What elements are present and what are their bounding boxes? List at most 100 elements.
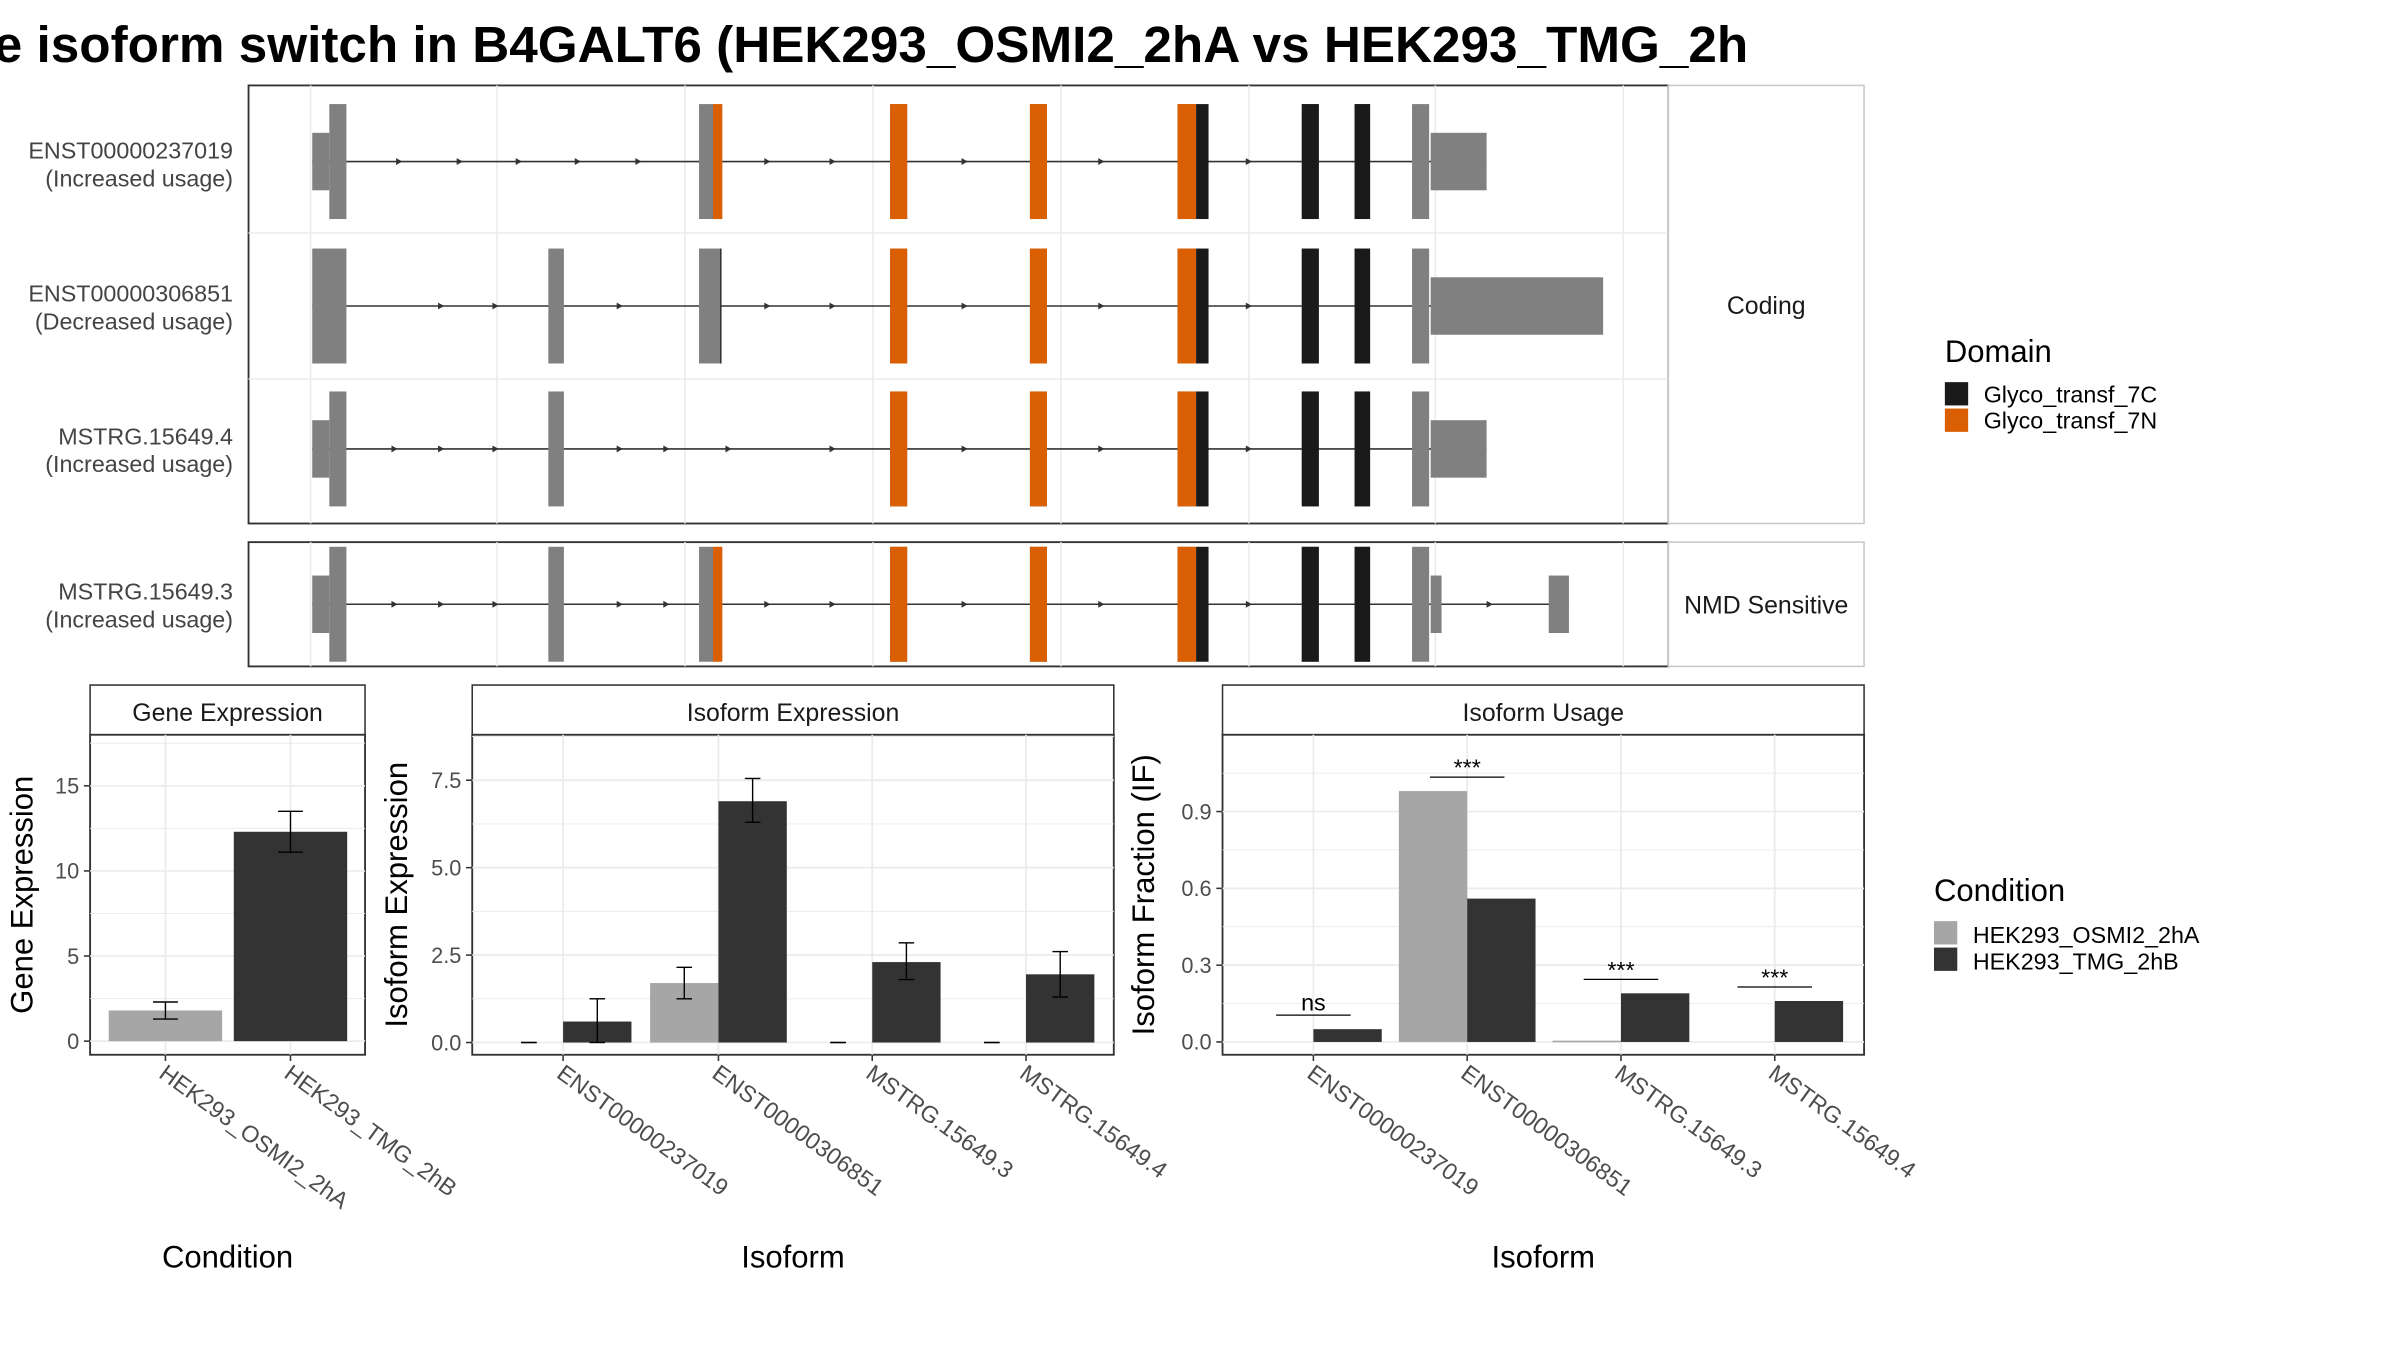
- domain-block-glyco-7c: [1301, 391, 1319, 507]
- legend-swatch-glyco-7n: [1944, 408, 1969, 432]
- transcript-usage: (Increased usage): [45, 451, 233, 477]
- direction-arrow: [438, 302, 445, 310]
- exon-block: [1412, 248, 1430, 364]
- transcript-name: ENST00000237019: [28, 137, 233, 163]
- isoform-usage-panel: Isoform Usage ns *** *** *** 0.0 0.3 0.6 0.9 E…: [1126, 684, 1921, 1275]
- domain-block-glyco-7n: [890, 248, 908, 364]
- y-tick-label: 7.5: [431, 768, 461, 793]
- domain-block-glyco-7c: [1196, 248, 1209, 364]
- direction-arrow: [1486, 600, 1493, 608]
- x-tick-label: ENST00000237019: [552, 1060, 733, 1201]
- legend-label-tmg: HEK293_TMG_2hB: [1973, 948, 2179, 974]
- direction-arrow: [616, 600, 623, 608]
- significance-label: ***: [1454, 755, 1481, 781]
- transcript-track: [312, 391, 1487, 507]
- y-axis-ticks: 0.0 2.5 5.0 7.5: [431, 768, 473, 1055]
- direction-arrow: [1098, 600, 1105, 608]
- direction-arrow: [492, 600, 499, 608]
- error-bars: [521, 777, 1068, 1044]
- domain-block-glyco-7c: [1354, 391, 1371, 507]
- direction-arrow: [1098, 158, 1105, 165]
- legend-swatch-glyco-7c: [1944, 382, 1969, 406]
- y-tick-label: 10: [55, 859, 79, 884]
- utr-block: [1548, 575, 1569, 634]
- bar: [1467, 898, 1536, 1042]
- bar: [233, 831, 348, 1042]
- direction-arrow: [492, 445, 499, 453]
- exon-block: [1412, 104, 1430, 220]
- direction-arrow: [616, 445, 623, 453]
- direction-arrow: [396, 158, 403, 165]
- legend-swatch-tmg: [1933, 947, 1958, 971]
- direction-arrow: [1098, 302, 1105, 310]
- direction-arrow: [391, 600, 398, 608]
- y-axis-ticks: 0.0 0.3 0.6 0.9: [1181, 799, 1223, 1055]
- domain-block-glyco-7n: [1177, 546, 1197, 662]
- y-tick-label: 15: [55, 774, 79, 799]
- exon-block: [329, 546, 347, 662]
- direction-arrow: [764, 302, 771, 310]
- domain-block-glyco-7c: [1354, 104, 1371, 220]
- domain-block-glyco-7n: [1029, 104, 1047, 220]
- direction-arrow: [961, 158, 968, 165]
- y-tick-label: 5.0: [431, 855, 461, 880]
- panel-strip-label: Gene Expression: [132, 700, 323, 727]
- bar: [1774, 1000, 1844, 1042]
- plot-title: e isoform switch in B4GALT6 (HEK293_OSMI…: [0, 16, 1748, 73]
- x-tick-label: MSTRG.15649.4: [1015, 1060, 1172, 1184]
- exon-block: [1412, 391, 1430, 507]
- legend-label-osmi2: HEK293_OSMI2_2hA: [1973, 922, 2200, 948]
- condition-legend: Condition HEK293_OSMI2_2hA HEK293_TMG_2h…: [1933, 873, 2200, 974]
- direction-arrow: [391, 445, 398, 453]
- direction-arrow: [829, 445, 836, 453]
- exon-block: [329, 104, 347, 220]
- y-axis-ticks: 0 5 10 15: [55, 774, 91, 1054]
- x-axis-title: Isoform: [1492, 1240, 1596, 1275]
- direction-arrow: [616, 302, 623, 310]
- y-tick-label: 5: [67, 944, 79, 969]
- transcript-track: [312, 546, 1569, 662]
- direction-arrow: [1245, 158, 1253, 165]
- domain-block-glyco-7c: [1354, 546, 1371, 662]
- panel-strip: [89, 684, 366, 736]
- direction-arrow: [635, 158, 642, 165]
- transcript-usage: (Increased usage): [45, 165, 233, 191]
- direction-arrow: [764, 600, 771, 608]
- domain-legend: Domain Glyco_transf_7C Glyco_transf_7N: [1944, 334, 2158, 434]
- utr-block: [1430, 132, 1487, 191]
- transcript-name: ENST00000306851: [28, 280, 233, 306]
- domain-block-glyco-7c: [1301, 104, 1319, 220]
- exon-block: [312, 248, 347, 364]
- direction-arrow: [961, 600, 968, 608]
- facet-strip-coding: [1667, 84, 1865, 525]
- utr-block: [312, 132, 330, 191]
- transcript-name: MSTRG.15649.4: [58, 423, 233, 449]
- exon-block: [1412, 546, 1430, 662]
- domain-block-glyco-7c: [1196, 391, 1209, 507]
- x-axis-title: Isoform: [741, 1240, 845, 1275]
- domain-block-glyco-7c: [1196, 104, 1209, 220]
- legend-label-glyco-7c: Glyco_transf_7C: [1984, 381, 2158, 407]
- y-axis-title: Isoform Fraction (IF): [1126, 754, 1161, 1035]
- x-tick-label: MSTRG.15649.4: [1764, 1060, 1921, 1184]
- direction-arrow: [764, 158, 771, 165]
- facet-strip-nmd: [1667, 541, 1865, 668]
- structure-panel-nmd: NMD Sensitive: [247, 541, 1865, 668]
- legend-label-glyco-7n: Glyco_transf_7N: [1984, 408, 2158, 434]
- exon-block: [699, 104, 714, 220]
- utr-block: [1430, 277, 1604, 335]
- y-axis-title: Gene Expression: [5, 776, 40, 1014]
- domain-block-glyco-7n: [890, 104, 908, 220]
- x-axis-ticks: ENST00000237019ENST00000306851MSTRG.1564…: [552, 1054, 1172, 1201]
- domain-block-glyco-7n: [713, 104, 723, 220]
- transcript-track: [312, 104, 1487, 220]
- bar-series: [1313, 791, 1844, 1043]
- structure-panel-coding: Coding: [247, 84, 1865, 525]
- direction-arrow: [574, 158, 581, 165]
- direction-arrow: [438, 600, 445, 608]
- domain-block-glyco-7n: [1177, 391, 1197, 507]
- domain-block-glyco-7n: [890, 546, 908, 662]
- direction-arrow: [438, 445, 445, 453]
